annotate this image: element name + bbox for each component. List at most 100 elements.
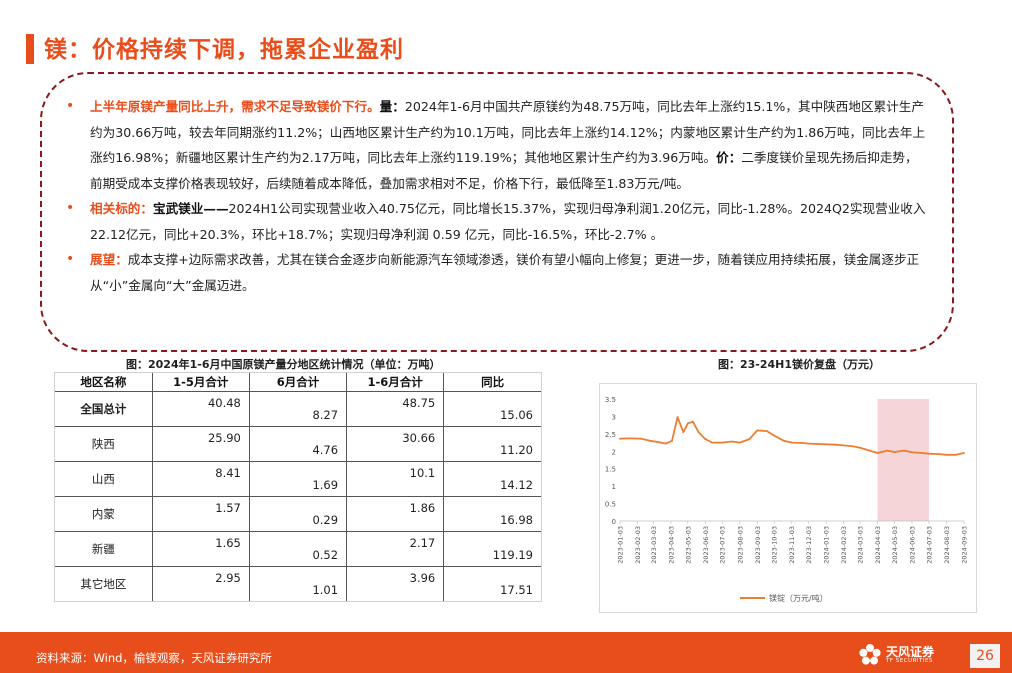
data-point: [676, 416, 679, 418]
x-tick-label: 2023-11-03: [788, 526, 796, 564]
x-tick-label: 2023-01-03: [617, 526, 625, 564]
bullet-2-heading: 相关标的：: [90, 201, 153, 216]
cell-jan-may: 1.65: [215, 536, 241, 551]
region-name: 陕西: [55, 426, 153, 463]
data-point: [955, 453, 957, 456]
data-point: [790, 441, 793, 444]
col-header-jan-jun: 1-6月合计: [346, 373, 445, 392]
x-tick-label: 2024-01-03: [823, 526, 831, 564]
data-point: [711, 441, 713, 444]
data-point: [686, 422, 689, 425]
data-point: [859, 446, 861, 449]
x-tick-label: 2023-05-03: [684, 526, 692, 564]
data-point: [721, 441, 724, 444]
data-point: [782, 439, 785, 442]
y-tick-label: 3: [612, 413, 616, 421]
cell-jan-jun: 1.86: [409, 501, 436, 516]
title-accent-bar: [26, 34, 34, 64]
page-number: 26: [970, 644, 1000, 668]
col-header-region: 地区名称: [55, 373, 153, 392]
data-point: [730, 440, 733, 443]
region-name: 新疆: [55, 531, 153, 568]
bullet-2-text: 2024H1公司实现营业收入40.75亿元，同比增长15.37%，实现归母净利润…: [90, 201, 926, 242]
data-point: [649, 439, 651, 442]
col-header-june: 6月合计: [249, 373, 348, 392]
page-title: 镁：价格持续下调，拖累企业盈利: [44, 37, 404, 63]
y-tick-label: 2: [612, 448, 616, 456]
data-point: [738, 441, 741, 444]
bullet-1-volume-text: 2024年1-6月中国共产原镁约为48.75万吨，同比去年上涨约15.1%，其中…: [90, 99, 926, 165]
cell-jan-may: 8.41: [215, 466, 241, 481]
cell-jan-jun: 48.75: [402, 396, 436, 410]
data-point: [963, 452, 965, 454]
bullet-related-stocks: 相关标的：宝武镁业——2024H1公司实现营业收入40.75亿元，同比增长15.…: [66, 196, 928, 247]
bullet-volume-price: 上半年原镁产量同比上升，需求不足导致镁价下行。量：2024年1-6月中国共产原镁…: [66, 94, 928, 196]
cell-jan-may: 1.57: [215, 501, 241, 516]
y-tick-label: 0.5: [605, 501, 616, 509]
x-tick-label: 2023-03-03: [650, 526, 658, 564]
cell-jan-jun: 2.17: [409, 536, 436, 551]
legend-label: 镁锭（万元/吨）: [769, 593, 828, 603]
data-point: [766, 430, 768, 432]
y-tick-label: 1.5: [605, 466, 616, 474]
cell-yoy: 14.12: [500, 478, 533, 493]
production-table: 地区名称 1-5月合计 6月合计 1-6月合计 同比 全国总计 40.48 8.…: [54, 372, 542, 602]
region-name: 内蒙: [55, 496, 153, 533]
data-point: [817, 443, 820, 445]
bullet-outlook: 展望：成本支撑+边际需求改善，尤其在镁合金逐步向新能源汽车领域渗透，镁价有望小幅…: [66, 247, 928, 298]
cell-yoy: 16.98: [500, 513, 533, 528]
data-point: [825, 443, 828, 446]
data-point: [886, 449, 889, 452]
region-name: 其它地区: [55, 566, 153, 601]
chart-caption: 图：23-24H1镁价复盘（万元）: [718, 358, 881, 371]
data-point: [697, 431, 700, 433]
data-point: [868, 449, 871, 452]
data-point: [920, 452, 923, 454]
source-note: 资料来源：Wind，榆镁观察，天风证券研究所: [36, 651, 272, 665]
summary-box: 上半年原镁产量同比上升，需求不足导致镁价下行。量：2024年1-6月中国共产原镁…: [40, 72, 954, 352]
logo-text-cn: 天风证券: [886, 645, 935, 659]
x-tick-label: 2024-06-03: [909, 526, 917, 564]
y-tick-label: 0: [612, 518, 616, 526]
y-tick-label: 1: [612, 483, 616, 491]
data-point: [656, 441, 659, 443]
data-point: [773, 434, 776, 437]
bullet-1-price-label: 价：: [716, 150, 742, 165]
x-tick-label: 2024-05-03: [891, 526, 899, 564]
table-row: 全国总计 40.48 8.27 48.75 15.06: [55, 391, 541, 428]
x-tick-label: 2024-07-03: [925, 526, 933, 564]
cell-yoy: 17.51: [500, 583, 533, 597]
col-header-jan-may: 1-5月合计: [152, 373, 250, 392]
table-row: 山西 8.41 1.69 10.1 14.12: [55, 461, 541, 498]
x-tick-label: 2023-09-03: [754, 526, 762, 564]
region-name: 全国总计: [55, 391, 153, 428]
x-tick-label: 2023-08-03: [736, 526, 744, 564]
bullet-3-heading: 展望：: [90, 252, 128, 267]
data-point: [704, 438, 707, 440]
table-row: 其它地区 2.95 1.01 3.96 17.51: [55, 566, 541, 601]
price-chart-svg: 0 0.5 1 1.5 2 2.5 3 3.5 2023-01-03 2023-02-03 2023…: [605, 396, 969, 603]
x-tick-label: 2023-04-03: [667, 526, 675, 564]
table-header-row: 地区名称 1-5月合计 6月合计 1-6月合计 同比: [55, 373, 541, 392]
logo-text-en: TF SECURITIES: [886, 658, 933, 664]
region-name: 山西: [55, 461, 153, 498]
cell-jan-jun: 3.96: [409, 571, 436, 586]
bullet-1-heading: 上半年原镁产量同比上升，需求不足导致镁价下行。: [90, 99, 380, 114]
data-point: [671, 439, 673, 442]
data-point: [640, 437, 643, 440]
x-tick-label: 2024-09-03: [961, 526, 969, 564]
x-tick-label: 2023-07-03: [719, 526, 727, 564]
x-tick-label: 2023-10-03: [771, 526, 779, 564]
cell-june: 1.01: [312, 583, 339, 597]
x-tick-label: 2023-06-03: [702, 526, 710, 564]
x-tick-label: 2023-12-03: [805, 526, 813, 564]
data-point: [807, 442, 810, 445]
data-point: [842, 444, 845, 447]
data-point: [692, 420, 694, 423]
cell-yoy: 119.19: [492, 548, 533, 563]
table-row: 新疆 1.65 0.52 2.17 119.19: [55, 531, 541, 568]
data-point: [748, 438, 751, 440]
bullet-1-volume-label: 量：: [379, 99, 405, 114]
y-tick-label: 2.5: [605, 431, 616, 439]
data-point: [800, 442, 803, 444]
